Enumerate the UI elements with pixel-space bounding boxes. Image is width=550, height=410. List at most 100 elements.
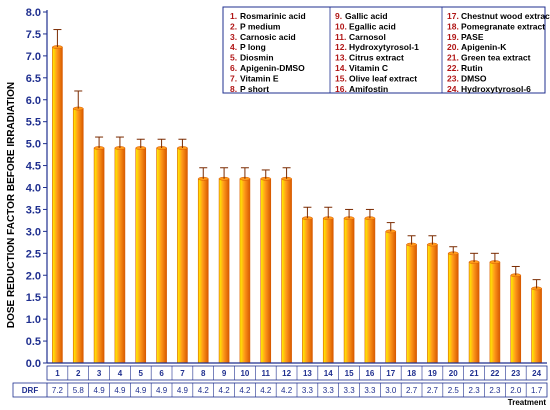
bar (52, 46, 63, 364)
legend-entry: P short (240, 84, 269, 94)
legend-entry: Diosmin (240, 53, 274, 63)
y-tick-label: 4.5 (26, 161, 41, 173)
legend-number: 17. (447, 11, 459, 21)
x-tick-label: 3 (97, 369, 102, 378)
legend-entry: Hydroxytyrosol-1 (349, 42, 419, 52)
y-tick-label: 1.0 (26, 314, 41, 326)
y-tick-label: 4.0 (26, 183, 41, 195)
x-tick-label: 7 (180, 369, 185, 378)
legend-entry: Hydroxytyrosol-6 (461, 84, 531, 94)
drf-value-label: 2.7 (406, 386, 418, 395)
drf-value-label: 3.3 (323, 386, 335, 395)
legend-entry: PASE (461, 32, 484, 42)
y-axis-label: DOSE REDUCTION FACTOR BEFORE IRRADIATION (6, 82, 17, 328)
drf-value-label: 3.3 (302, 386, 314, 395)
x-tick-label: 13 (303, 369, 312, 378)
drf-value-label: 2.0 (510, 386, 522, 395)
x-tick-label: 17 (386, 369, 395, 378)
y-tick-label: 2.5 (26, 248, 41, 260)
bar (72, 108, 84, 364)
bar (302, 217, 313, 364)
legend-number: 16. (335, 84, 347, 94)
drf-value-label: 4.9 (177, 386, 189, 395)
y-tick-label: 7.5 (26, 29, 41, 41)
x-tick-label: 2 (76, 369, 81, 378)
x-tick-label: 20 (449, 369, 458, 378)
bar (156, 147, 167, 364)
x-tick-label: 5 (139, 369, 144, 378)
x-tick-label: 24 (532, 369, 541, 378)
x-tick-label: 23 (511, 369, 520, 378)
y-tick-label: 3.5 (26, 204, 41, 216)
legend-number: 7. (230, 73, 237, 83)
drf-value-label: 4.2 (219, 386, 231, 395)
y-tick-label: 5.5 (26, 117, 41, 129)
y-ticks: 0.0 0.5 1.0 1.5 2.0 2.5 3.0 3.5 4.0 4.5 5.0 5.5 6.0 6… (26, 7, 47, 370)
drf-value-label: 2.3 (469, 386, 481, 395)
x-tick-label: 8 (201, 369, 206, 378)
y-tick-label: 6.5 (26, 73, 41, 85)
y-tick-label: 1.5 (26, 292, 41, 304)
x-tick-label: 22 (490, 369, 499, 378)
legend-number: 13. (335, 53, 347, 63)
legend-entry: Apigenin-DMSO (240, 63, 305, 73)
legend-entry: Egallic acid (349, 21, 396, 31)
legend-entry: Gallic acid (345, 11, 388, 21)
drf-value-label: 7.2 (52, 386, 64, 395)
legend-number: 24. (447, 84, 459, 94)
drf-row-label: DRF (22, 386, 39, 395)
legend-entry: Carnosic acid (240, 32, 296, 42)
legend-entry: Chestnut wood extract (461, 11, 550, 21)
drf-value-label: 2.7 (427, 386, 439, 395)
legend-number: 20. (447, 42, 459, 52)
legend-entry: Vitamin E (240, 73, 279, 83)
drf-value-label: 4.9 (94, 386, 106, 395)
x-tick-label: 18 (407, 369, 416, 378)
drf-value-label: 4.9 (156, 386, 168, 395)
legend-entry: P medium (240, 21, 281, 31)
drf-value-label: 4.2 (281, 386, 293, 395)
legend-number: 23. (447, 73, 459, 83)
legend-entry: Citrus extract (349, 53, 404, 63)
drf-value-label: 4.9 (135, 386, 147, 395)
x-tick-label: 6 (159, 369, 164, 378)
x-tick-label: 1 (55, 369, 60, 378)
legend-entry: Olive leaf extract (349, 73, 417, 83)
legend-number: 6. (230, 63, 237, 73)
bar (197, 178, 209, 364)
x-tick-label: 19 (428, 369, 437, 378)
legend-entry: Carnosol (349, 32, 386, 42)
drf-value-label: 2.5 (448, 386, 460, 395)
bar (427, 244, 438, 364)
legend-entry: Rosmarinic acid (240, 11, 306, 21)
x-tick-label: 15 (345, 369, 354, 378)
legend-entry: Vitamin C (349, 63, 388, 73)
y-tick-label: 6.0 (26, 95, 41, 107)
drf-value-label: 4.2 (198, 386, 210, 395)
legend-number: 3. (230, 32, 237, 42)
legend-number: 1. (230, 11, 237, 21)
x-tick-label: 21 (470, 369, 479, 378)
bar (322, 217, 334, 364)
drf-value-label: 4.2 (260, 386, 272, 395)
bar (93, 147, 105, 364)
x-tick-label: 14 (324, 369, 333, 378)
bar (114, 147, 126, 364)
bar (364, 217, 376, 364)
bar (218, 178, 230, 364)
bar (343, 217, 355, 364)
legend-entry: P long (240, 42, 266, 52)
legend-number: 18. (447, 21, 459, 31)
x-tick-row: DRF 1 7.2 2 5.8 3 4.9 4 4.9 5 4.9 6 4.9 7 4.9 8 4.2 9 4.2 1… (12, 365, 548, 398)
drf-value-label: 4.9 (114, 386, 126, 395)
y-tick-label: 3.0 (26, 226, 41, 238)
error-bars (53, 29, 541, 289)
legend-number: 21. (447, 53, 459, 63)
x-tick-label: 12 (282, 369, 291, 378)
legend-number: 19. (447, 32, 459, 42)
x-tick-label: 11 (262, 369, 271, 378)
legend-number: 14. (335, 63, 347, 73)
drf-value-label: 2.3 (489, 386, 501, 395)
y-tick-label: 7.0 (26, 51, 41, 63)
